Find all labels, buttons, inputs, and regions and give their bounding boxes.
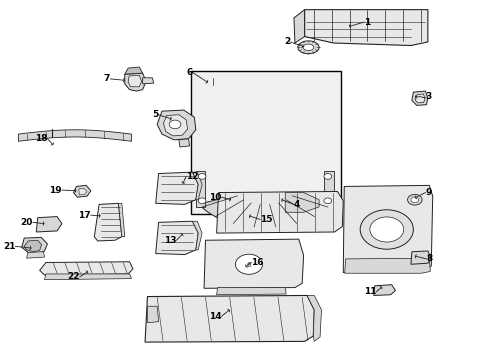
Text: 22: 22 [67, 272, 80, 281]
Text: 14: 14 [208, 312, 221, 321]
Polygon shape [323, 171, 333, 207]
Circle shape [169, 120, 181, 129]
Polygon shape [343, 185, 432, 273]
Polygon shape [303, 44, 313, 50]
Circle shape [360, 210, 412, 249]
Polygon shape [411, 91, 427, 105]
Polygon shape [344, 258, 429, 273]
Polygon shape [142, 78, 153, 84]
Polygon shape [179, 139, 189, 147]
Text: 8: 8 [426, 255, 432, 264]
Polygon shape [163, 115, 187, 136]
Text: 7: 7 [103, 75, 110, 84]
Polygon shape [22, 237, 47, 253]
Circle shape [198, 198, 205, 204]
Text: 2: 2 [283, 37, 289, 46]
Text: 11: 11 [363, 287, 375, 296]
Polygon shape [414, 94, 424, 103]
Polygon shape [26, 252, 44, 258]
Polygon shape [145, 296, 314, 342]
Polygon shape [157, 110, 195, 140]
Polygon shape [155, 221, 198, 255]
Polygon shape [373, 285, 395, 296]
Polygon shape [203, 239, 303, 288]
Circle shape [198, 174, 205, 179]
Polygon shape [297, 41, 319, 54]
Text: 1: 1 [363, 18, 369, 27]
Polygon shape [128, 75, 142, 87]
Polygon shape [192, 221, 202, 250]
Polygon shape [44, 274, 131, 280]
Polygon shape [216, 288, 285, 295]
Polygon shape [285, 193, 319, 212]
Text: 6: 6 [246, 262, 251, 268]
Polygon shape [304, 10, 427, 45]
Circle shape [235, 254, 262, 274]
Text: 15: 15 [260, 215, 272, 224]
Circle shape [369, 217, 403, 242]
Text: 10: 10 [209, 193, 221, 202]
Bar [191, 71, 340, 214]
Polygon shape [228, 194, 244, 207]
Polygon shape [24, 240, 41, 252]
Text: 6: 6 [186, 68, 192, 77]
Circle shape [323, 174, 331, 179]
Polygon shape [192, 172, 202, 200]
Polygon shape [94, 203, 122, 241]
Text: 21: 21 [3, 242, 16, 251]
Text: 12: 12 [186, 172, 198, 181]
Polygon shape [124, 73, 146, 91]
Text: 5: 5 [152, 110, 158, 119]
Polygon shape [293, 10, 304, 43]
Polygon shape [224, 197, 229, 205]
Polygon shape [40, 262, 133, 275]
Polygon shape [195, 171, 205, 207]
Text: 20: 20 [20, 218, 33, 227]
Text: 17: 17 [78, 211, 91, 220]
Text: 19: 19 [49, 185, 62, 194]
Text: 3: 3 [425, 92, 431, 101]
Polygon shape [147, 306, 158, 323]
Polygon shape [410, 251, 430, 264]
Polygon shape [306, 296, 321, 341]
Text: 9: 9 [425, 188, 431, 197]
Text: 4: 4 [293, 200, 300, 209]
Polygon shape [36, 217, 62, 232]
Polygon shape [73, 185, 91, 197]
Polygon shape [118, 203, 124, 237]
Circle shape [323, 198, 331, 204]
Text: 16: 16 [251, 258, 264, 267]
Polygon shape [19, 130, 131, 141]
Polygon shape [216, 192, 343, 233]
Text: 13: 13 [163, 236, 176, 245]
Circle shape [410, 197, 418, 203]
Polygon shape [79, 188, 87, 195]
Text: 18: 18 [35, 134, 47, 143]
Circle shape [407, 194, 421, 205]
Polygon shape [155, 172, 198, 204]
Polygon shape [199, 194, 330, 228]
Polygon shape [124, 67, 142, 74]
